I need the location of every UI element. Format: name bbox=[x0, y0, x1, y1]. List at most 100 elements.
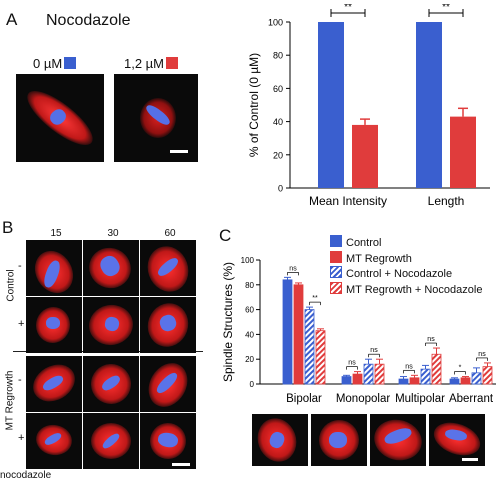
legend-label-regrowth-noc: MT Regrowth + Nocodazole bbox=[346, 283, 483, 296]
legend-item-control: Control bbox=[330, 235, 482, 251]
blue-swatch bbox=[64, 57, 77, 69]
micrograph-cell bbox=[140, 240, 196, 296]
cmp-label: ns bbox=[370, 347, 378, 354]
x-tick-label: Aberrant bbox=[449, 393, 494, 405]
micrograph-cell bbox=[26, 356, 82, 412]
micrograph-cell bbox=[26, 413, 82, 469]
bar bbox=[450, 116, 476, 188]
sig-label: ** bbox=[442, 4, 450, 13]
y-tick-label: 80 bbox=[273, 51, 283, 61]
scale-bar-c bbox=[462, 458, 478, 461]
cmp-label: ns bbox=[348, 360, 356, 367]
bar bbox=[449, 378, 460, 385]
spindle-example-image bbox=[429, 414, 485, 466]
y-tick-label: 100 bbox=[268, 18, 283, 28]
y-tick-label: 100 bbox=[241, 256, 255, 265]
bar bbox=[398, 378, 409, 385]
conc-1-label: 1,2 µM bbox=[124, 56, 179, 71]
bar bbox=[282, 279, 293, 385]
legend-label-regrowth: MT Regrowth bbox=[346, 252, 412, 265]
bar bbox=[363, 363, 374, 385]
row-minus-1: - bbox=[18, 260, 22, 272]
conc-0-text: 0 µM bbox=[33, 56, 63, 71]
micrograph-cell bbox=[140, 413, 196, 469]
legend-label-control-noc: Control + Nocodazole bbox=[346, 268, 453, 280]
cmp-label: ns bbox=[289, 265, 297, 272]
x-tick-label: Monopolar bbox=[336, 393, 391, 405]
y-axis-label: % of Control (0 µM) bbox=[247, 53, 261, 157]
conc-0-label: 0 µM bbox=[33, 56, 77, 71]
legend-item-regrowth-noc: MT Regrowth + Nocodazole bbox=[330, 281, 483, 298]
timepoint-15: 15 bbox=[50, 228, 62, 239]
bar bbox=[460, 377, 471, 385]
micrograph-cell bbox=[83, 356, 139, 412]
bar bbox=[352, 124, 378, 188]
panel-a-title: Nocodazole bbox=[46, 12, 131, 29]
bar bbox=[315, 330, 326, 385]
micrograph-nocodazole bbox=[114, 74, 198, 162]
legend-swatch-regrowth bbox=[330, 250, 342, 263]
cmp-label: ** bbox=[312, 295, 318, 302]
y-tick-label: 0 bbox=[250, 380, 255, 389]
chromosome-blue bbox=[329, 432, 347, 448]
bar bbox=[318, 22, 344, 188]
bar bbox=[352, 373, 363, 385]
chart-a: 0 20 40 60 80 100 % of Control (0 µM) ** Mean In… bbox=[247, 4, 490, 208]
nocodazole-label: nocodazole bbox=[0, 470, 52, 481]
red-swatch bbox=[166, 57, 179, 69]
legend-c: Control MT Regrowth Control + Nocodazole… bbox=[330, 235, 482, 297]
scale-bar-b bbox=[172, 463, 190, 466]
micrograph-cell bbox=[26, 297, 82, 353]
bar bbox=[416, 22, 442, 188]
micrograph-cell bbox=[83, 413, 139, 469]
legend-swatch-control-noc bbox=[330, 266, 342, 278]
y-tick-label: 60 bbox=[273, 84, 283, 94]
micrograph-cell bbox=[83, 240, 139, 296]
y-tick-label: 80 bbox=[245, 281, 254, 290]
x-tick-label: Mean Intensity bbox=[309, 194, 387, 208]
y-tick-label: 40 bbox=[245, 330, 254, 339]
row-minus-2: - bbox=[18, 374, 22, 386]
panel-b-letter: B bbox=[2, 218, 14, 237]
micrograph-cell bbox=[83, 297, 139, 353]
cmp-label: ns bbox=[478, 351, 486, 358]
micrograph-cell bbox=[140, 356, 196, 412]
x-tick-label: Multipolar bbox=[395, 393, 445, 405]
sig-label: ** bbox=[344, 4, 352, 13]
chart-c: 0 20 40 60 80 100 Spindle Structures (%) ns ** Bi… bbox=[221, 256, 496, 405]
bar bbox=[482, 366, 493, 385]
cmp-label: * bbox=[459, 365, 462, 372]
bar bbox=[409, 377, 420, 385]
group-regrowth-label: MT Regrowth bbox=[4, 370, 16, 431]
timepoint-30: 30 bbox=[107, 228, 119, 239]
bar bbox=[374, 363, 385, 385]
y-tick-label: 20 bbox=[245, 355, 254, 364]
y-tick-label: 0 bbox=[278, 184, 283, 194]
cmp-label: ns bbox=[427, 336, 435, 343]
conc-1-text: 1,2 µM bbox=[124, 56, 165, 71]
panel-a-letter: A bbox=[6, 10, 18, 29]
timepoint-60: 60 bbox=[164, 228, 176, 239]
y-axis-label: Spindle Structures (%) bbox=[221, 262, 235, 382]
legend-swatch-regrowth-noc bbox=[330, 281, 342, 294]
legend-item-regrowth: MT Regrowth bbox=[330, 250, 482, 267]
spindle-example-image bbox=[370, 414, 426, 466]
micrograph-cell bbox=[26, 240, 82, 296]
row-plus-1: + bbox=[18, 318, 25, 330]
bar bbox=[341, 376, 352, 385]
scale-bar bbox=[170, 150, 188, 153]
bar bbox=[471, 372, 482, 385]
legend-swatch-control bbox=[330, 235, 342, 247]
bar bbox=[304, 309, 315, 385]
spindle-example-image bbox=[311, 414, 367, 466]
x-tick-label: Length bbox=[428, 194, 465, 208]
chromosome-blue bbox=[46, 317, 60, 329]
micrograph-cell bbox=[140, 297, 196, 353]
bar bbox=[293, 284, 304, 385]
bar bbox=[420, 368, 431, 385]
group-control-label: Control bbox=[5, 269, 17, 302]
panel-c-letter: C bbox=[219, 226, 232, 245]
spindle-example-image bbox=[252, 414, 308, 466]
cmp-label: ns bbox=[405, 363, 413, 370]
y-tick-label: 40 bbox=[273, 117, 283, 127]
